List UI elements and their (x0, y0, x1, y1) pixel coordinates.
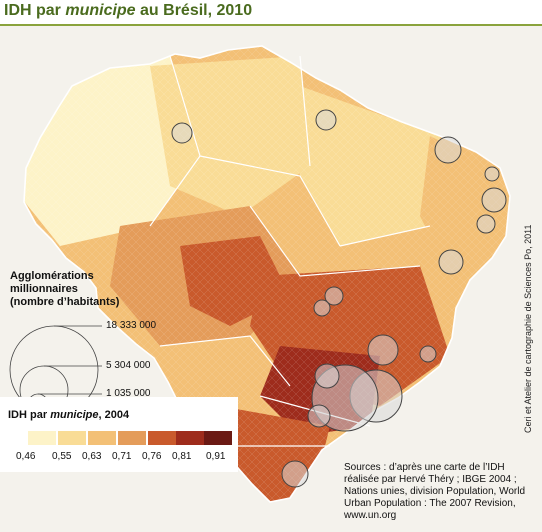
idh-break-2: 0,63 (82, 451, 102, 462)
city-circle-fortaleza (434, 136, 462, 164)
idh-break-6: 0,91 (206, 451, 226, 462)
city-circle-belem (315, 109, 337, 131)
idh-break-4: 0,76 (142, 451, 162, 462)
idh-swatch-2 (58, 431, 86, 445)
city-circle-porto-alegre (281, 460, 309, 488)
agglomeration-legend-heading: Agglomérations millionnaires (nombre d’h… (10, 270, 120, 308)
idh-swatch-4 (118, 431, 146, 445)
city-circle-goiania (313, 299, 331, 317)
city-circle-natal (484, 166, 500, 182)
city-circle-recife (481, 187, 507, 213)
sources-note: Sources : d’après une carte de l’IDH réa… (344, 462, 526, 521)
city-circle-salvador (438, 249, 464, 275)
city-circle-joao-pessoa (476, 214, 496, 234)
map-title: IDH par municipe au Brésil, 2010 (4, 2, 253, 19)
agglomeration-circles (171, 109, 507, 488)
agglomeration-size-label-medium: 5 304 000 (106, 360, 151, 371)
agglomeration-size-label-large: 18 333 000 (106, 320, 157, 331)
idh-legend: IDH par municipe, 2004 0,46 0,55 0,63 0,… (0, 397, 238, 472)
idh-swatch-7 (204, 431, 232, 445)
idh-break-0: 0,46 (16, 451, 36, 462)
idh-swatch-1 (28, 431, 56, 445)
idh-swatch-6 (176, 431, 204, 445)
city-circle-vitoria (419, 345, 437, 363)
city-circle-manaus (171, 122, 193, 144)
idh-break-3: 0,71 (112, 451, 132, 462)
idh-break-1: 0,55 (52, 451, 72, 462)
city-circle-brasilia (324, 286, 344, 306)
city-circle-curitiba (307, 404, 331, 428)
agglomeration-legend: Agglomérations millionnaires (nombre d’h… (0, 262, 236, 480)
city-circle-campinas (314, 363, 340, 389)
title-bar: IDH par municipe au Brésil, 2010 (0, 0, 542, 26)
idh-swatch-5 (148, 431, 176, 445)
idh-swatch-3 (88, 431, 116, 445)
city-circle-belo-horizonte (367, 334, 399, 366)
agglomeration-size-label-small: 1 035 000 (106, 388, 151, 399)
state-borders (149, 55, 431, 447)
idh-legend-title: IDH par municipe, 2004 (8, 409, 130, 421)
idh-break-5: 0,81 (172, 451, 192, 462)
